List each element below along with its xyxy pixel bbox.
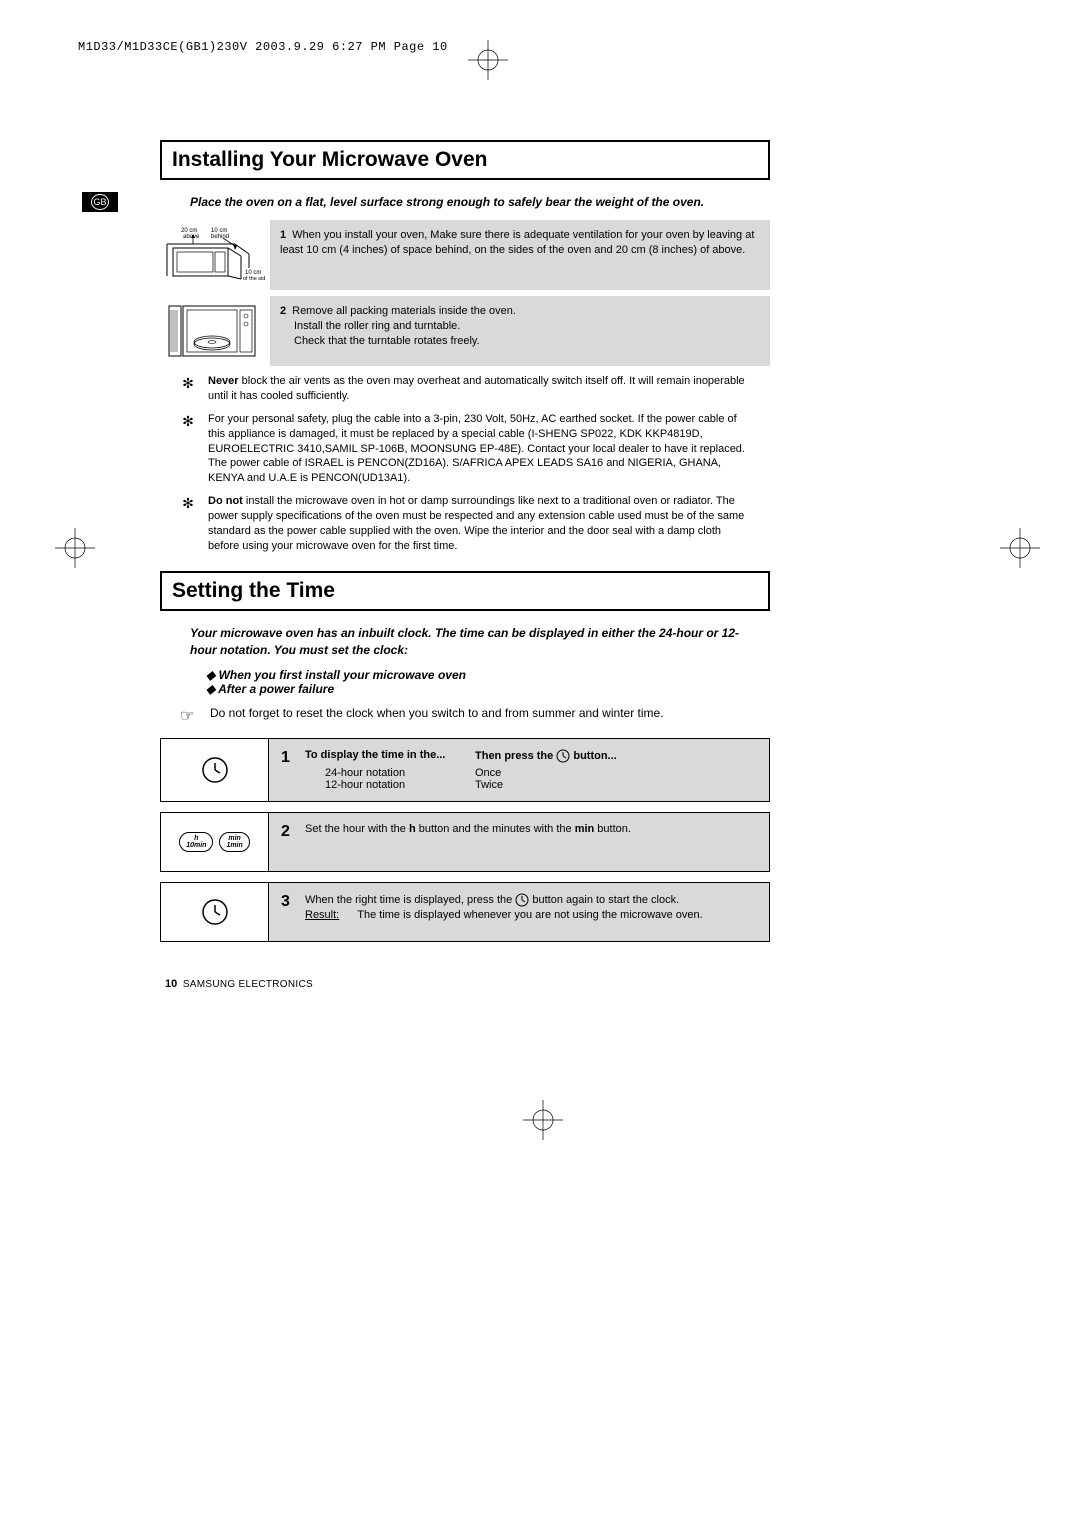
step-number: 1	[281, 749, 295, 791]
microwave-open-diagram	[160, 296, 270, 366]
warning-note: ✻ For your personal safety, plug the cab…	[178, 412, 770, 486]
svg-text:behind: behind	[211, 234, 229, 240]
install-step-1: 20 cmabove 10 cmbehind 10 cmof the side …	[160, 220, 770, 290]
table-cell: 12-hour notation	[325, 779, 475, 791]
pointer-icon: ☞	[180, 706, 210, 726]
crop-mark-left	[55, 528, 95, 568]
result-text: The time is displayed whenever you are n…	[357, 909, 702, 921]
clock-button-icon	[161, 739, 269, 801]
step-text: Set the hour with the h button and the m…	[305, 823, 631, 861]
step-text: Check that the turntable rotates freely.	[294, 335, 480, 347]
intro-time: Your microwave oven has an inbuilt clock…	[190, 625, 756, 657]
result-label: Result:	[305, 909, 339, 921]
section-title-time: Setting the Time	[160, 571, 770, 611]
time-step-3: 3 When the right time is displayed, pres…	[160, 882, 770, 942]
crop-mark-right	[1000, 528, 1040, 568]
step-text: When you install your oven, Make sure th…	[280, 229, 754, 256]
bullet-item: When you first install your microwave ov…	[206, 668, 770, 682]
time-step-2: h10min min1min 2 Set the hour with the h…	[160, 812, 770, 872]
svg-text:of the side: of the side	[243, 276, 265, 282]
step-text: When the right time is displayed, press …	[305, 893, 703, 931]
crop-mark-top	[468, 40, 508, 80]
section-title-install: Installing Your Microwave Oven	[160, 140, 770, 180]
table-header: To display the time in the...	[305, 749, 475, 763]
warning-note: ✻ Do not install the microwave oven in h…	[178, 494, 770, 553]
install-step-2: 2 Remove all packing materials inside the…	[160, 296, 770, 366]
hint-note: ☞ Do not forget to reset the clock when …	[180, 706, 770, 726]
step-number: 3	[281, 893, 295, 931]
step-number: 1	[280, 229, 286, 241]
microwave-clearance-diagram: 20 cmabove 10 cmbehind 10 cmof the side	[160, 220, 270, 290]
snowflake-icon: ✻	[178, 494, 198, 553]
language-badge: GB	[82, 192, 118, 212]
step-number: 2	[281, 823, 295, 861]
table-cell: Twice	[475, 779, 503, 791]
step-number: 2	[280, 305, 286, 317]
bullet-item: After a power failure	[206, 682, 770, 696]
table-cell: Once	[475, 767, 501, 779]
bullet-list: When you first install your microwave ov…	[206, 668, 770, 696]
step-text: Remove all packing materials inside the …	[292, 305, 516, 317]
intro-install: Place the oven on a flat, level surface …	[190, 194, 756, 210]
page-footer: 10 SAMSUNG ELECTRONICS	[165, 978, 313, 990]
snowflake-icon: ✻	[178, 374, 198, 404]
warning-note: ✻ Never block the air vents as the oven …	[178, 374, 770, 404]
time-step-1: 1 To display the time in the... Then pre…	[160, 738, 770, 802]
file-header: M1D33/M1D33CE(GB1)230V 2003.9.29 6:27 PM…	[78, 40, 448, 54]
h-min-buttons-icon: h10min min1min	[161, 813, 269, 871]
crop-mark-bottom	[523, 1100, 563, 1140]
step-text: Install the roller ring and turntable.	[294, 320, 460, 332]
table-header: Then press the button...	[475, 749, 617, 763]
table-cell: 24-hour notation	[325, 767, 475, 779]
snowflake-icon: ✻	[178, 412, 198, 486]
clock-button-icon	[161, 883, 269, 941]
